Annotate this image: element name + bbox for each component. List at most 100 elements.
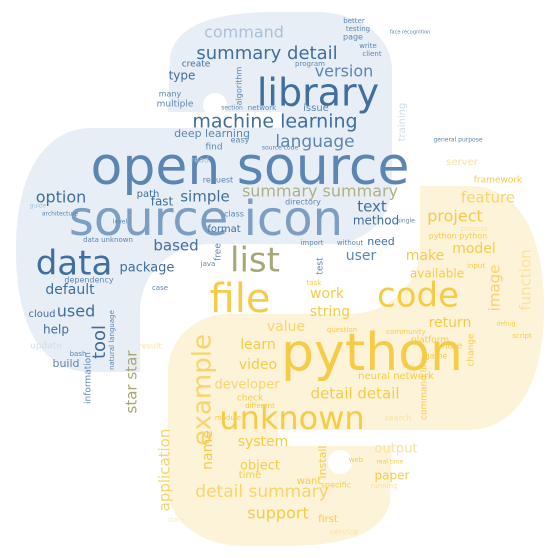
word-command: command <box>204 23 284 42</box>
word-level: level <box>113 219 128 226</box>
word-system: system <box>238 434 289 450</box>
word-general-purpose: general purpose <box>433 137 482 144</box>
python-logo-blue-snake <box>16 12 392 372</box>
word-package: package <box>120 261 175 276</box>
word-method: method <box>353 214 399 228</box>
word-guide: guide <box>30 203 47 210</box>
word-test: test <box>316 257 326 275</box>
word-network: network <box>248 104 277 112</box>
word-default: default <box>45 282 95 298</box>
word-first: first <box>318 514 338 525</box>
word-detail-detail: detail detail <box>310 385 399 403</box>
word-time: time <box>239 470 262 481</box>
word-string: string <box>310 304 350 320</box>
word-better: better <box>343 17 365 25</box>
word-result: result <box>139 342 162 351</box>
word-section: section <box>221 105 243 112</box>
word-user: user <box>346 248 377 264</box>
word-function: function <box>517 249 535 310</box>
word-state: state <box>167 516 185 524</box>
word-process: process <box>461 225 488 233</box>
word-search: search <box>385 414 412 423</box>
word-language: language <box>275 132 354 152</box>
word-want: want <box>297 476 322 487</box>
word-feature: feature <box>461 189 515 207</box>
word-algorithm: algorithm <box>235 66 244 105</box>
word-web: web <box>349 456 364 464</box>
word-example: example <box>188 334 218 446</box>
word-testing: testing <box>346 25 370 33</box>
word-game: game <box>425 352 448 361</box>
word-client: client <box>362 50 381 58</box>
word-class: class <box>224 210 244 219</box>
word-service: service <box>330 528 359 537</box>
word-framework: framework <box>474 176 523 186</box>
word-open-source: open source <box>91 137 410 197</box>
word-bash: bash <box>70 350 87 358</box>
word-library: library <box>257 71 379 115</box>
word-code: code <box>377 276 459 316</box>
python-logo-yellow-snake <box>168 186 544 546</box>
word-python-python: python python <box>429 232 488 241</box>
word-architecture: architecture <box>42 211 79 218</box>
word-used: used <box>57 302 95 321</box>
word-summary-summary: summary summary <box>242 182 398 201</box>
word-application: application <box>156 429 174 512</box>
word-work: work <box>310 286 345 302</box>
word-issue: issue <box>303 103 329 114</box>
word-developer: developer <box>214 378 280 393</box>
word-free: free <box>214 243 224 261</box>
word-directory: directory <box>285 198 321 207</box>
word-based: based <box>153 237 198 255</box>
word-change: change <box>467 333 477 367</box>
word-available: available <box>410 267 464 281</box>
word-version: version <box>315 62 374 81</box>
word-platform: platform <box>411 336 449 346</box>
word-install: install <box>316 446 329 479</box>
word-machine-learning: machine learning <box>192 111 357 133</box>
word-paper: paper <box>375 469 410 483</box>
word-image: image <box>486 265 504 312</box>
word-output: output <box>375 442 418 457</box>
word-cloud: cloud <box>28 309 55 320</box>
word-create: create <box>182 60 211 70</box>
word-import: import <box>300 239 323 247</box>
word-face-recognition: face recognition <box>390 30 430 36</box>
word-unknown: unknown <box>219 399 364 437</box>
word-list: list <box>230 241 280 281</box>
word-neural-network: neural network <box>358 371 434 382</box>
word-java: java <box>200 260 216 268</box>
word-tool: tool <box>89 325 110 359</box>
word-summary-detail-top: summary detail <box>196 43 337 64</box>
word-find: find <box>205 143 222 153</box>
word-source-code: source code <box>262 145 299 152</box>
word-need: need <box>367 235 395 248</box>
word-command-line: command line <box>420 356 430 420</box>
word-model: model <box>452 241 496 257</box>
word-learn: learn <box>240 337 275 353</box>
python-logo-eye-yellow <box>328 450 352 474</box>
word-natural-language: natural language <box>108 310 116 370</box>
word-many: many <box>159 90 182 99</box>
word-server: server <box>446 157 479 168</box>
word-type: type <box>169 69 196 83</box>
word-fast: fast <box>151 195 174 209</box>
word-single: single <box>397 218 415 225</box>
python-logo-eye-blue <box>203 93 227 117</box>
word-object: object <box>240 459 280 474</box>
word-format: format <box>207 224 240 235</box>
word-case: case <box>152 284 168 292</box>
word-multiple: multiple <box>157 100 194 110</box>
word-text: text <box>357 198 387 216</box>
word-video: video <box>239 357 277 373</box>
word-help: help <box>43 323 69 337</box>
word-return: return <box>429 315 472 331</box>
word-data: data <box>36 244 113 284</box>
word-dependency: dependency <box>64 276 114 285</box>
word-simple: simple <box>180 188 230 206</box>
word-name: name <box>200 430 216 470</box>
word-input: input <box>467 262 485 270</box>
word-value: value <box>267 319 305 335</box>
word-request: request <box>203 176 233 185</box>
